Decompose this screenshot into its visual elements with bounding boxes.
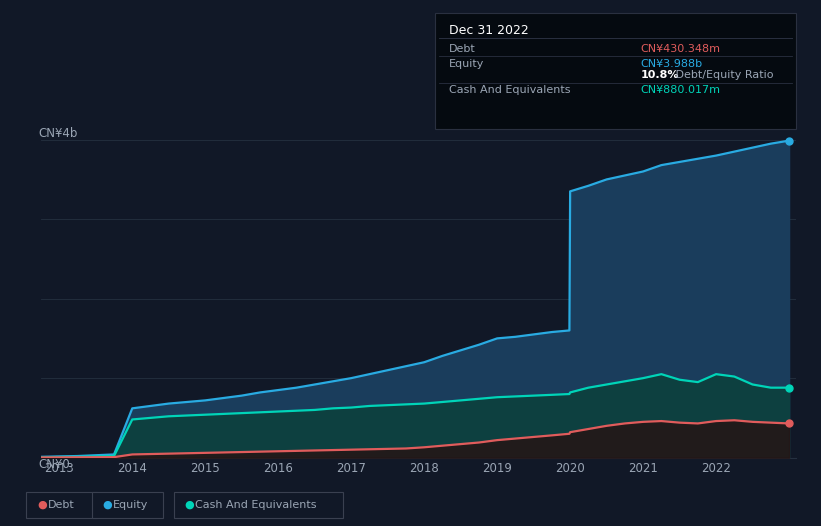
Text: ●: ●: [185, 500, 195, 510]
Text: ●: ●: [37, 500, 47, 510]
Text: CN¥0: CN¥0: [39, 458, 71, 471]
Text: CN¥880.017m: CN¥880.017m: [640, 85, 720, 96]
Text: Dec 31 2022: Dec 31 2022: [449, 24, 529, 37]
Text: Equity: Equity: [449, 59, 484, 69]
Text: Debt/Equity Ratio: Debt/Equity Ratio: [672, 70, 773, 80]
Text: Debt: Debt: [48, 500, 75, 510]
Text: CN¥430.348m: CN¥430.348m: [640, 44, 720, 54]
Text: CN¥3.988b: CN¥3.988b: [640, 59, 703, 69]
Text: ●: ●: [103, 500, 112, 510]
Text: Cash And Equivalents: Cash And Equivalents: [195, 500, 317, 510]
Text: Debt: Debt: [449, 44, 476, 54]
Text: 10.8%: 10.8%: [640, 70, 679, 80]
Text: Cash And Equivalents: Cash And Equivalents: [449, 85, 571, 96]
Text: Equity: Equity: [113, 500, 149, 510]
Text: CN¥4b: CN¥4b: [39, 127, 78, 140]
